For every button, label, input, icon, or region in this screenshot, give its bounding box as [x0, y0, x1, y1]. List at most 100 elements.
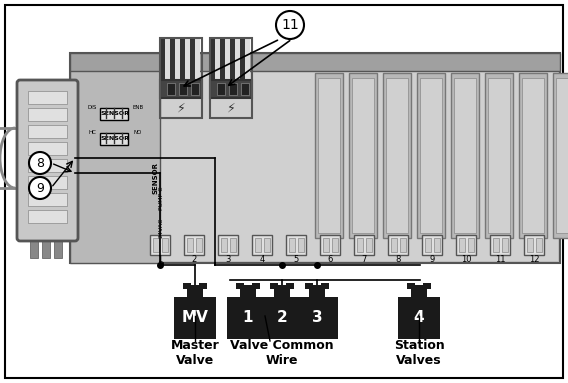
Bar: [225, 38, 230, 83]
Bar: [255, 238, 261, 252]
Bar: [321, 283, 329, 289]
Bar: [434, 238, 440, 252]
Text: 4: 4: [260, 254, 265, 264]
Bar: [54, 233, 62, 258]
Bar: [264, 238, 270, 252]
Text: 7: 7: [361, 254, 367, 264]
Bar: [488, 78, 510, 233]
Bar: [28, 91, 67, 104]
Text: 4: 4: [414, 311, 424, 326]
Bar: [30, 233, 38, 258]
Bar: [309, 285, 325, 299]
Bar: [215, 38, 220, 83]
Bar: [519, 73, 547, 238]
Bar: [175, 38, 180, 83]
Text: HC: HC: [88, 129, 96, 134]
Bar: [196, 238, 202, 252]
Bar: [524, 235, 544, 255]
Text: DIS: DIS: [87, 105, 97, 110]
Bar: [420, 78, 442, 233]
Text: 2: 2: [191, 254, 197, 264]
Bar: [190, 38, 195, 83]
Bar: [240, 38, 245, 83]
Bar: [210, 80, 252, 98]
Bar: [28, 193, 67, 206]
Bar: [180, 38, 185, 83]
Bar: [218, 235, 238, 255]
Bar: [199, 283, 207, 289]
Text: 2: 2: [277, 311, 287, 326]
Bar: [220, 38, 225, 83]
Text: 24VAC: 24VAC: [158, 218, 164, 238]
Text: 1: 1: [157, 254, 162, 264]
Bar: [70, 53, 560, 71]
Text: 12: 12: [529, 254, 539, 264]
Bar: [485, 73, 513, 238]
Bar: [352, 78, 374, 233]
Bar: [323, 238, 329, 252]
Bar: [167, 83, 175, 95]
Bar: [274, 285, 290, 299]
Text: PUMP C: PUMP C: [158, 186, 164, 210]
Text: 1: 1: [243, 311, 253, 326]
Text: 3: 3: [312, 311, 322, 326]
Bar: [270, 283, 278, 289]
Bar: [320, 235, 340, 255]
Bar: [252, 283, 260, 289]
Bar: [185, 38, 190, 83]
Bar: [383, 73, 411, 238]
Bar: [187, 238, 193, 252]
Bar: [221, 238, 227, 252]
Bar: [210, 38, 252, 118]
Bar: [490, 235, 510, 255]
Bar: [28, 125, 67, 138]
Bar: [417, 73, 445, 238]
Bar: [425, 238, 431, 252]
Bar: [261, 297, 303, 339]
Bar: [28, 176, 67, 189]
Bar: [165, 38, 170, 83]
Bar: [391, 238, 397, 252]
Bar: [366, 238, 372, 252]
Bar: [153, 238, 159, 252]
Bar: [28, 142, 67, 155]
Bar: [354, 235, 374, 255]
Bar: [252, 235, 272, 255]
Bar: [454, 78, 476, 233]
Bar: [298, 238, 304, 252]
Bar: [400, 238, 406, 252]
Bar: [451, 73, 479, 238]
Circle shape: [276, 11, 304, 39]
Bar: [423, 283, 431, 289]
Text: Station
Valves: Station Valves: [394, 339, 444, 367]
Bar: [556, 78, 568, 233]
Bar: [210, 38, 215, 83]
Bar: [230, 38, 235, 83]
Text: 11: 11: [495, 254, 506, 264]
Bar: [236, 283, 244, 289]
Text: SENSOR: SENSOR: [152, 162, 158, 194]
Bar: [305, 283, 313, 289]
Text: SENSOR: SENSOR: [101, 136, 130, 141]
Bar: [217, 83, 225, 95]
Text: Master
Valve: Master Valve: [170, 339, 219, 367]
Text: Valve Common
Wire: Valve Common Wire: [230, 339, 334, 367]
Bar: [235, 38, 240, 83]
Bar: [187, 285, 203, 299]
Bar: [318, 78, 340, 233]
FancyBboxPatch shape: [100, 133, 128, 145]
Bar: [28, 108, 67, 121]
FancyBboxPatch shape: [100, 108, 128, 120]
Bar: [527, 238, 533, 252]
Bar: [150, 235, 170, 255]
Bar: [553, 73, 568, 238]
Circle shape: [29, 152, 51, 174]
Bar: [227, 297, 269, 339]
Text: 6: 6: [327, 254, 333, 264]
Bar: [286, 235, 306, 255]
Bar: [502, 238, 508, 252]
Bar: [70, 53, 160, 263]
Circle shape: [29, 177, 51, 199]
Bar: [357, 238, 363, 252]
Bar: [174, 297, 216, 339]
